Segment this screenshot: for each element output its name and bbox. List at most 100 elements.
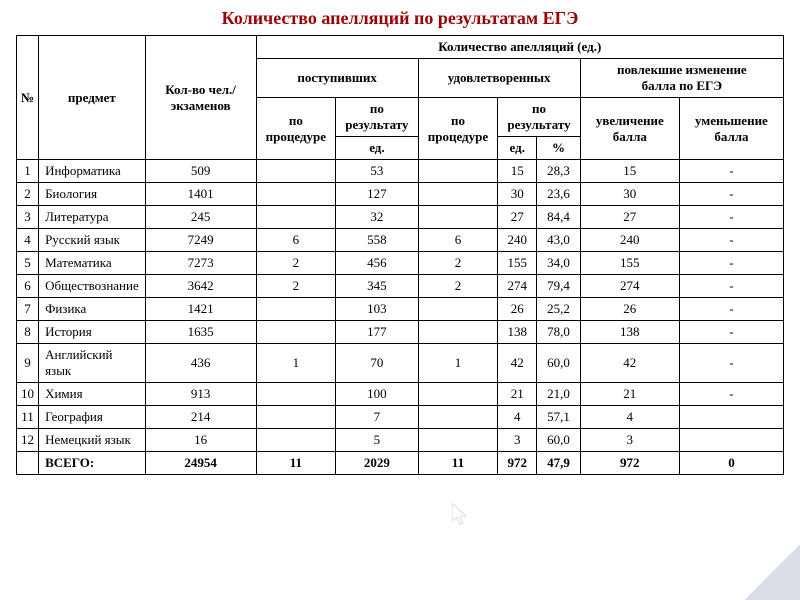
cursor-decoration bbox=[452, 503, 470, 532]
col-sat-res: по результату bbox=[498, 98, 580, 137]
cell-num: 4 bbox=[17, 229, 39, 252]
cell-subject: Информатика bbox=[39, 160, 146, 183]
score-change-text2: балла по ЕГЭ bbox=[642, 78, 722, 93]
cell-sub-res: 2029 bbox=[336, 452, 418, 475]
cell-inc: 3 bbox=[580, 429, 679, 452]
cell-count: 214 bbox=[145, 406, 256, 429]
cell-sub-proc: 2 bbox=[256, 275, 336, 298]
col-sat-res-pct: % bbox=[537, 137, 580, 160]
table-row: 4Русский язык72496558624043,0240- bbox=[17, 229, 784, 252]
cell-dec bbox=[679, 406, 783, 429]
cell-inc: 4 bbox=[580, 406, 679, 429]
col-satisfied: удовлетворенных bbox=[418, 59, 580, 98]
cell-count: 7249 bbox=[145, 229, 256, 252]
cell-dec: 0 bbox=[679, 452, 783, 475]
cell-sub-res: 70 bbox=[336, 344, 418, 383]
table-row: 6Обществознание36422345227479,4274- bbox=[17, 275, 784, 298]
cell-dec: - bbox=[679, 252, 783, 275]
cell-sat-proc: 11 bbox=[418, 452, 498, 475]
cell-inc: 240 bbox=[580, 229, 679, 252]
cell-sub-proc bbox=[256, 183, 336, 206]
col-increase: увеличение балла bbox=[580, 98, 679, 160]
cell-sat-res-ed: 15 bbox=[498, 160, 537, 183]
cell-subject: Русский язык bbox=[39, 229, 146, 252]
col-appeals: Количество апелляций (ед.) bbox=[256, 36, 783, 59]
cell-inc: 155 bbox=[580, 252, 679, 275]
cell-sat-res-pct: 23,6 bbox=[537, 183, 580, 206]
cell-count: 509 bbox=[145, 160, 256, 183]
cell-sat-proc bbox=[418, 406, 498, 429]
cell-count: 16 bbox=[145, 429, 256, 452]
cell-sat-proc bbox=[418, 160, 498, 183]
table-row: 12Немецкий язык165360,03 bbox=[17, 429, 784, 452]
cell-sub-proc: 2 bbox=[256, 252, 336, 275]
table-row-total: ВСЕГО:249541120291197247,99720 bbox=[17, 452, 784, 475]
col-count: Кол-во чел./экзаменов bbox=[145, 36, 256, 160]
cell-sat-proc bbox=[418, 206, 498, 229]
cell-num: 3 bbox=[17, 206, 39, 229]
cell-sat-res-ed: 4 bbox=[498, 406, 537, 429]
cell-sat-res-ed: 240 bbox=[498, 229, 537, 252]
cell-sat-proc bbox=[418, 429, 498, 452]
cell-num: 11 bbox=[17, 406, 39, 429]
col-subject: предмет bbox=[39, 36, 146, 160]
cell-sat-res-pct: 47,9 bbox=[537, 452, 580, 475]
cell-sub-proc bbox=[256, 160, 336, 183]
cell-count: 1635 bbox=[145, 321, 256, 344]
col-num: № bbox=[17, 36, 39, 160]
cell-sat-proc: 1 bbox=[418, 344, 498, 383]
cell-sat-res-ed: 42 bbox=[498, 344, 537, 383]
cell-num: 7 bbox=[17, 298, 39, 321]
cell-sat-res-pct: 21,0 bbox=[537, 383, 580, 406]
cell-count: 3642 bbox=[145, 275, 256, 298]
cell-sat-res-pct: 60,0 bbox=[537, 344, 580, 383]
table-row: 5Математика72732456215534,0155- bbox=[17, 252, 784, 275]
table-row: 3Литература245322784,427- bbox=[17, 206, 784, 229]
cell-sat-res-pct: 84,4 bbox=[537, 206, 580, 229]
cell-inc: 138 bbox=[580, 321, 679, 344]
cell-sat-proc bbox=[418, 321, 498, 344]
cell-sat-res-pct: 34,0 bbox=[537, 252, 580, 275]
col-sub-proc: по процедуре bbox=[256, 98, 336, 160]
cell-num: 6 bbox=[17, 275, 39, 298]
cell-dec: - bbox=[679, 160, 783, 183]
cell-sat-res-pct: 79,4 bbox=[537, 275, 580, 298]
cell-sub-proc: 6 bbox=[256, 229, 336, 252]
cell-dec: - bbox=[679, 298, 783, 321]
table-row: 9Английский язык43617014260,042- bbox=[17, 344, 784, 383]
table-row: 8История163517713878,0138- bbox=[17, 321, 784, 344]
cell-sat-proc bbox=[418, 183, 498, 206]
cell-sat-res-pct: 78,0 bbox=[537, 321, 580, 344]
cell-inc: 27 bbox=[580, 206, 679, 229]
corner-fold-icon bbox=[744, 544, 800, 600]
cell-count: 245 bbox=[145, 206, 256, 229]
cell-sat-res-pct: 43,0 bbox=[537, 229, 580, 252]
cell-count: 7273 bbox=[145, 252, 256, 275]
cell-dec: - bbox=[679, 206, 783, 229]
col-decrease: уменьшение балла bbox=[679, 98, 783, 160]
cell-subject: География bbox=[39, 406, 146, 429]
cell-sat-res-ed: 138 bbox=[498, 321, 537, 344]
cell-dec: - bbox=[679, 183, 783, 206]
cell-dec: - bbox=[679, 321, 783, 344]
cell-dec bbox=[679, 429, 783, 452]
cell-sat-res-pct: 57,1 bbox=[537, 406, 580, 429]
cell-dec: - bbox=[679, 344, 783, 383]
cell-sub-res: 100 bbox=[336, 383, 418, 406]
cell-subject: Литература bbox=[39, 206, 146, 229]
cell-subject: ВСЕГО: bbox=[39, 452, 146, 475]
cell-sub-res: 177 bbox=[336, 321, 418, 344]
cell-sub-res: 7 bbox=[336, 406, 418, 429]
table-row: 10Химия9131002121,021- bbox=[17, 383, 784, 406]
appeals-table: № предмет Кол-во чел./экзаменов Количест… bbox=[16, 35, 784, 475]
cell-subject: История bbox=[39, 321, 146, 344]
cell-sat-res-ed: 3 bbox=[498, 429, 537, 452]
cell-sub-res: 103 bbox=[336, 298, 418, 321]
cell-sat-res-pct: 28,3 bbox=[537, 160, 580, 183]
cell-sub-res: 558 bbox=[336, 229, 418, 252]
table-row: 1Информатика509531528,315- bbox=[17, 160, 784, 183]
cell-sub-proc bbox=[256, 321, 336, 344]
cell-num bbox=[17, 452, 39, 475]
table-row: 11География214 7 457,14 bbox=[17, 406, 784, 429]
cell-num: 10 bbox=[17, 383, 39, 406]
